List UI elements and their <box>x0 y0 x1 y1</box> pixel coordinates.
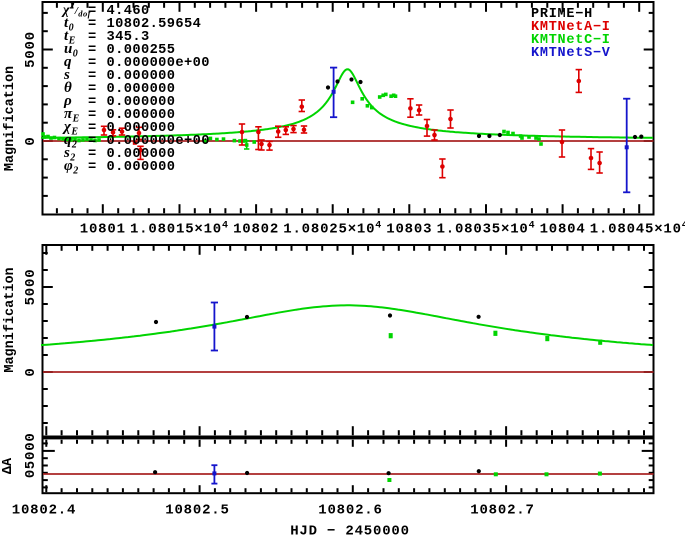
svg-text:=: = <box>88 82 97 97</box>
svg-text:0.000000e+00: 0.000000e+00 <box>107 134 210 149</box>
svg-text:=: = <box>88 56 97 71</box>
svg-text:0.000000: 0.000000 <box>107 147 176 162</box>
svg-text:5000: 5000 <box>23 31 39 68</box>
svg-text:345.3: 345.3 <box>107 30 150 45</box>
svg-text:0.000000e+00: 0.000000e+00 <box>107 56 210 71</box>
svg-text:10802.5: 10802.5 <box>165 503 229 519</box>
svg-text:10802.6: 10802.6 <box>318 503 382 519</box>
svg-text:=: = <box>88 147 97 162</box>
svg-text:PRIME−H: PRIME−H <box>531 7 593 22</box>
svg-text:=: = <box>88 95 97 110</box>
svg-text:1.08035×104: 1.08035×104 <box>437 221 536 238</box>
svg-text:=: = <box>88 134 97 149</box>
svg-text:4.460: 4.460 <box>107 4 150 19</box>
svg-text:1.08025×104: 1.08025×104 <box>283 221 382 238</box>
svg-text:10804: 10804 <box>540 222 586 238</box>
svg-text:0: 0 <box>23 469 39 478</box>
svg-text:1.08045×104: 1.08045×104 <box>590 221 685 238</box>
svg-text:=: = <box>88 4 97 19</box>
svg-text:Magnification: Magnification <box>3 267 18 372</box>
svg-text:θ: θ <box>64 80 72 96</box>
svg-text:KMTNetA−I: KMTNetA−I <box>531 20 611 35</box>
svg-text:tE: tE <box>64 28 76 47</box>
svg-text:10802: 10802 <box>233 222 279 238</box>
svg-text:5000: 5000 <box>23 432 39 469</box>
svg-text:=: = <box>88 108 97 123</box>
svg-text:t0: t0 <box>64 15 74 34</box>
svg-text:0: 0 <box>23 136 39 145</box>
svg-text:s: s <box>63 67 70 83</box>
svg-text:HJD − 2450000: HJD − 2450000 <box>290 524 410 540</box>
svg-text:0: 0 <box>23 367 39 376</box>
svg-text:=: = <box>88 30 97 45</box>
svg-text:0.000000: 0.000000 <box>107 82 176 97</box>
svg-text:=: = <box>88 160 97 175</box>
svg-text:10802.59654: 10802.59654 <box>107 17 202 32</box>
svg-text:10802.7: 10802.7 <box>470 503 534 519</box>
svg-text:=: = <box>88 17 97 32</box>
svg-text:Magnification: Magnification <box>3 66 18 171</box>
svg-text:0.000000: 0.000000 <box>107 160 176 175</box>
svg-text:=: = <box>88 69 97 84</box>
svg-text:ΔA: ΔA <box>1 457 16 474</box>
svg-text:0.000000: 0.000000 <box>107 69 176 84</box>
svg-text:ρ: ρ <box>63 93 72 109</box>
svg-text:1.08015×104: 1.08015×104 <box>130 221 229 238</box>
svg-text:0.000255: 0.000255 <box>107 43 176 58</box>
svg-text:=: = <box>88 43 97 58</box>
svg-text:q: q <box>64 54 72 70</box>
svg-text:10803: 10803 <box>386 222 432 238</box>
svg-text:0.000000: 0.000000 <box>107 121 176 136</box>
svg-text:=: = <box>88 121 97 136</box>
svg-text:KMTNetS−V: KMTNetS−V <box>531 46 611 61</box>
svg-text:0.000000: 0.000000 <box>107 95 176 110</box>
svg-text:10801: 10801 <box>80 222 126 238</box>
svg-text:0.000000: 0.000000 <box>107 108 176 123</box>
svg-text:5000: 5000 <box>23 269 39 306</box>
svg-text:10802.4: 10802.4 <box>12 503 76 519</box>
svg-text:KMTNetC−I: KMTNetC−I <box>531 33 611 48</box>
